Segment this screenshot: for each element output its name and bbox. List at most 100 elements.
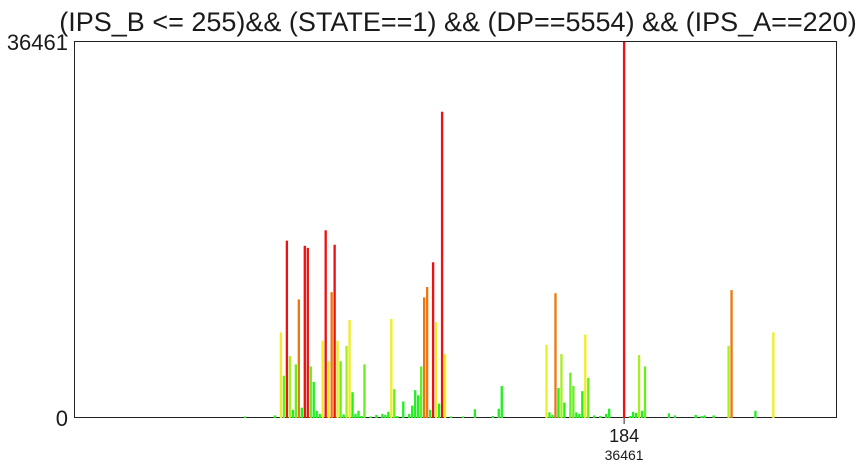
bar-130 <box>461 416 465 418</box>
bar-140 <box>491 415 494 418</box>
bar-103 <box>381 413 384 418</box>
bar-161 <box>554 293 557 418</box>
bar-184 <box>622 42 626 418</box>
bar-228 <box>754 410 757 418</box>
bar-124 <box>443 354 447 418</box>
bar-176 <box>599 415 602 418</box>
bar-112 <box>408 413 411 418</box>
y-max-label: 36461 <box>7 30 68 55</box>
bar-106 <box>390 319 393 418</box>
bar-73 <box>291 409 295 418</box>
bar-88 <box>336 340 339 418</box>
bar-87 <box>333 244 336 418</box>
bar-81 <box>315 410 318 418</box>
bar-83 <box>321 340 324 418</box>
bar-119 <box>428 409 432 418</box>
bar-121 <box>434 322 438 418</box>
plot-frame <box>74 41 837 418</box>
x-marker-sublabel: 36461 <box>605 447 644 463</box>
bar-115 <box>417 395 420 418</box>
bar-210 <box>700 415 703 418</box>
bar-72 <box>288 356 292 418</box>
bar-220 <box>730 290 733 418</box>
x-marker-label: 184 <box>609 426 639 446</box>
bar-110 <box>402 401 405 418</box>
bar-122 <box>437 403 441 418</box>
y-min-label: 0 <box>56 406 68 431</box>
bar-172 <box>587 377 590 418</box>
bar-57 <box>243 416 247 418</box>
bar-82 <box>318 413 321 418</box>
bar-85 <box>327 361 330 418</box>
bar-186 <box>628 415 632 418</box>
bar-79 <box>309 366 312 418</box>
bar-211 <box>703 415 706 418</box>
bar-70 <box>282 375 286 418</box>
bar-93 <box>351 392 354 418</box>
bar-188 <box>634 412 638 418</box>
bar-86 <box>330 292 333 418</box>
bar-80 <box>312 381 315 418</box>
bar-118 <box>425 287 429 418</box>
bar-116 <box>420 366 423 418</box>
bar-96 <box>360 415 363 418</box>
bar-series <box>243 42 775 418</box>
bar-91 <box>345 345 348 418</box>
bar-167 <box>572 386 575 418</box>
bar-170 <box>581 391 584 418</box>
bar-113 <box>411 405 414 418</box>
bar-171 <box>584 334 587 418</box>
bar-219 <box>727 345 730 418</box>
bar-134 <box>473 409 477 418</box>
bar-189 <box>637 355 641 418</box>
bar-179 <box>608 408 611 418</box>
bar-143 <box>500 386 503 418</box>
bar-76 <box>300 407 303 418</box>
bar-163 <box>560 354 563 418</box>
chart-title: (IPS_B <= 255)&& (STATE==1) && (DP==5554… <box>59 7 856 37</box>
bar-77 <box>303 245 306 418</box>
bar-89 <box>339 361 342 418</box>
bar-178 <box>605 413 608 418</box>
bar-74 <box>294 364 298 418</box>
bar-199 <box>667 413 671 418</box>
bar-94 <box>354 413 357 418</box>
bar-214 <box>712 415 715 418</box>
bar-164 <box>563 402 566 418</box>
bar-166 <box>569 372 572 418</box>
bar-162 <box>557 388 560 418</box>
bar-95 <box>357 410 360 418</box>
bar-67 <box>273 415 277 418</box>
bar-114 <box>414 390 417 418</box>
bar-105 <box>387 411 390 418</box>
bar-123 <box>440 111 444 418</box>
bar-160 <box>551 414 554 418</box>
bar-158 <box>545 344 548 418</box>
bar-71 <box>285 240 289 418</box>
bar-84 <box>324 230 327 418</box>
bar-107 <box>393 389 396 418</box>
bar-117 <box>423 297 426 418</box>
bar-142 <box>497 408 500 418</box>
bar-104 <box>384 414 387 418</box>
bar-69 <box>279 332 283 418</box>
bar-169 <box>578 413 581 418</box>
bar-187 <box>631 411 635 418</box>
bar-78 <box>306 247 309 418</box>
bar-99 <box>369 416 372 418</box>
bar-201 <box>673 415 677 418</box>
bar-159 <box>548 412 551 418</box>
bar-190 <box>640 410 644 418</box>
bar-108 <box>396 415 399 418</box>
bar-126 <box>449 416 453 418</box>
bar-120 <box>431 262 435 418</box>
bar-92 <box>348 320 351 418</box>
bar-75 <box>297 299 300 418</box>
bar-97 <box>363 364 366 418</box>
bar-234 <box>772 332 775 418</box>
bar-191 <box>643 366 647 418</box>
bar-101 <box>375 414 378 418</box>
bar-208 <box>694 414 697 418</box>
bar-168 <box>575 412 578 418</box>
